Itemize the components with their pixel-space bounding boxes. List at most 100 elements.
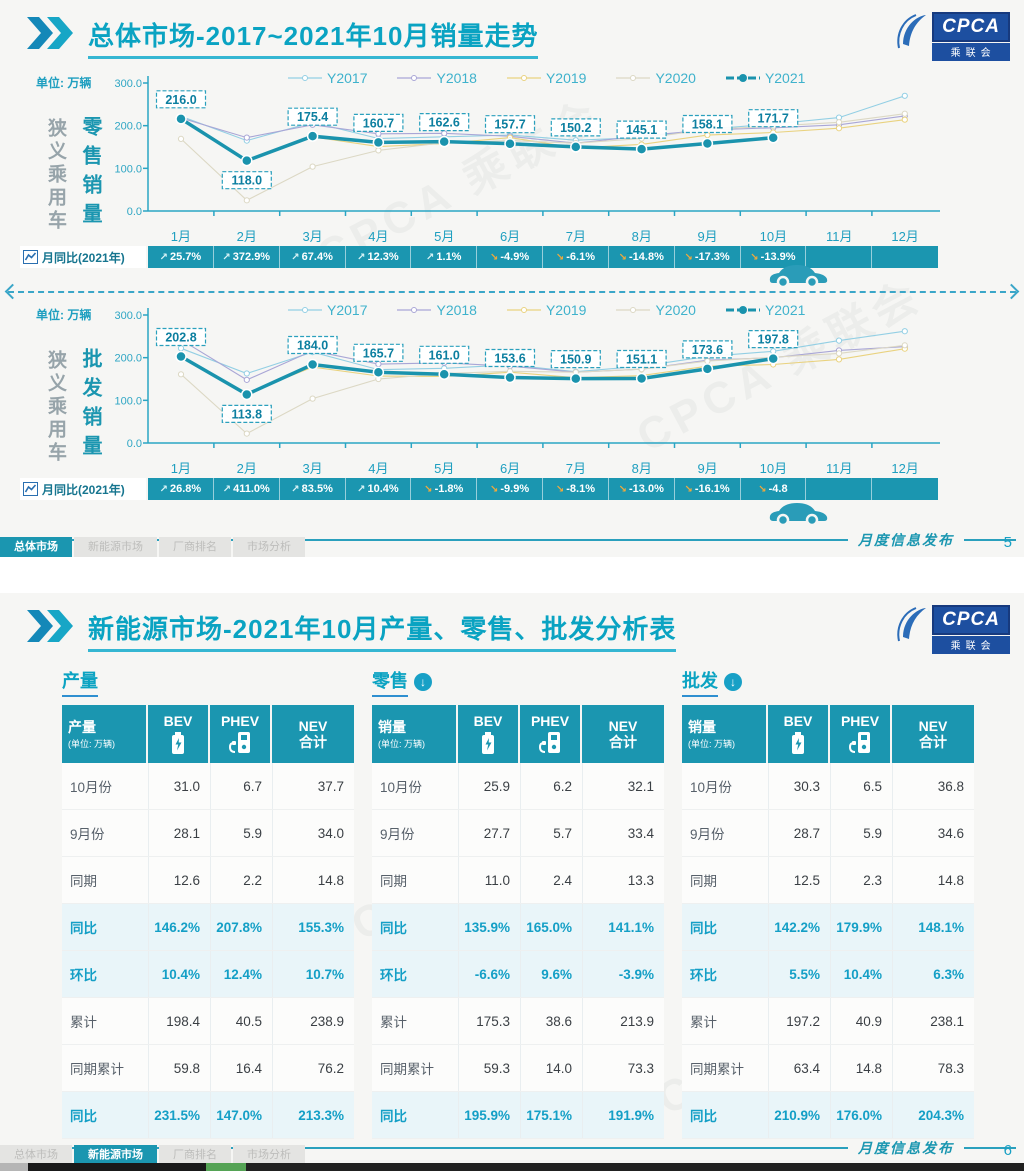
mom-cell: ↘ -13.0% xyxy=(609,478,675,500)
footer-tab-2[interactable]: 厂商排名 xyxy=(159,537,231,557)
table-row: 同期累计 59.8 16.4 76.2 xyxy=(62,1045,354,1092)
charger-icon xyxy=(538,732,560,753)
table-row: 9月份 28.7 5.9 34.6 xyxy=(682,810,974,857)
row-label: 同期累计 xyxy=(70,1062,124,1077)
legend-swatch-icon xyxy=(506,307,541,313)
cell-value: 34.0 xyxy=(272,810,354,856)
table-row: 同比 142.2% 179.9% 148.1% xyxy=(682,904,974,951)
mom-value: 25.7% xyxy=(170,251,202,263)
production-table-group: 产量 产量 (单位: 万辆) BEV PHEV NEV 合计 10月份 31.0 6.7 37… xyxy=(62,667,354,1139)
cell-value: 198.4 xyxy=(148,998,210,1044)
footer-tab-1[interactable]: 新能源市场 xyxy=(74,537,157,557)
table-header-row: 销量 (单位: 万辆) BEV PHEV NEV 合计 xyxy=(682,705,974,763)
svg-text:165.7: 165.7 xyxy=(363,346,394,360)
table-row: 9月份 27.7 5.7 33.4 xyxy=(372,810,664,857)
vehicle-type-label: 狭义乘用车 xyxy=(45,118,66,233)
table-row: 同比 210.9% 176.0% 204.3% xyxy=(682,1092,974,1139)
row-label: 同期 xyxy=(70,874,97,889)
mom-value: 10.4% xyxy=(367,483,399,495)
row-label: 环比 xyxy=(70,968,97,983)
production-table: 产量 (单位: 万辆) BEV PHEV NEV 合计 10月份 31.0 6.7 37.7 9… xyxy=(62,705,354,1139)
row-label: 10月份 xyxy=(70,780,113,795)
logo-brand: CPCA xyxy=(932,12,1010,42)
down-trend-icon: ↘ xyxy=(684,251,693,263)
footer-tab-1[interactable]: 新能源市场 xyxy=(74,1145,157,1165)
month-label: 2月 xyxy=(236,461,257,476)
footer-tab-0[interactable]: 总体市场 xyxy=(0,1145,72,1165)
row-label: 同期 xyxy=(690,874,717,889)
cell-value: 9.6% xyxy=(520,951,582,997)
footer-tab-0[interactable]: 总体市场 xyxy=(0,537,72,557)
row-label: 9月份 xyxy=(380,827,415,842)
header-cell-nev: NEV 合计 xyxy=(582,705,664,763)
month-label: 12月 xyxy=(891,461,919,476)
slide-nev-market: CPCA 乘联会 CPCA 乘联会 新能源市场-2021年10月产量、零售、批发… xyxy=(0,593,1024,1165)
month-label: 5月 xyxy=(434,461,455,476)
month-label: 2月 xyxy=(236,229,257,244)
table-row: 同期累计 63.4 14.8 78.3 xyxy=(682,1045,974,1092)
month-axis: 1月 2月 3月 4月 5月 6月 7月 8月 9月 10月 11月 12月 xyxy=(148,458,938,477)
mom-value: -14.8% xyxy=(629,251,664,263)
legend-swatch-icon xyxy=(725,306,760,314)
mom-cell: ↗ 411.0% xyxy=(214,478,280,500)
svg-text:300.0: 300.0 xyxy=(114,78,142,90)
svg-text:157.7: 157.7 xyxy=(494,118,525,132)
month-label: 3月 xyxy=(302,461,323,476)
mom-cell xyxy=(806,478,873,500)
cell-value: 16.4 xyxy=(210,1045,272,1091)
slide2-header: 新能源市场-2021年10月产量、零售、批发分析表 CPCA 乘联会 xyxy=(26,605,1010,661)
legend-item: Y2019 xyxy=(506,302,586,318)
down-trend-icon: ↘ xyxy=(490,483,499,495)
svg-text:200.0: 200.0 xyxy=(114,121,142,133)
cell-value: 147.0% xyxy=(210,1092,272,1138)
cell-value: 73.3 xyxy=(582,1045,664,1091)
svg-text:100.0: 100.0 xyxy=(114,163,142,175)
battery-icon xyxy=(482,732,494,754)
legend-item: Y2018 xyxy=(397,70,477,86)
row-label: 同比 xyxy=(690,1109,717,1124)
footer-tab-3[interactable]: 市场分析 xyxy=(233,1145,305,1165)
month-label: 9月 xyxy=(697,461,718,476)
cell-value: 5.9 xyxy=(210,810,272,856)
table-row: 累计 175.3 38.6 213.9 xyxy=(372,998,664,1045)
header-cell: 销量 (单位: 万辆) xyxy=(682,705,768,763)
cell-value: 32.1 xyxy=(582,763,664,809)
mom-cell: ↘ -4.8 xyxy=(741,478,807,500)
legend-swatch-icon xyxy=(288,307,322,313)
footer-tab-3[interactable]: 市场分析 xyxy=(233,537,305,557)
legend-label: Y2020 xyxy=(655,302,696,318)
svg-text:300.0: 300.0 xyxy=(114,310,142,322)
cell-value: 6.7 xyxy=(210,763,272,809)
page-number: 5 xyxy=(1003,534,1012,551)
cell-value: 10.4% xyxy=(148,951,210,997)
table-row: 累计 198.4 40.5 238.9 xyxy=(62,998,354,1045)
legend-swatch-icon xyxy=(397,307,432,313)
unit-label: 单位: 万辆 xyxy=(36,308,92,322)
legend-swatch-icon xyxy=(288,75,322,81)
cell-value: 204.3% xyxy=(892,1092,974,1138)
cell-value: 195.9% xyxy=(458,1092,520,1138)
bottom-progress-bar[interactable] xyxy=(0,1163,1024,1171)
down-arrow-icon: ↓ xyxy=(724,673,742,691)
legend-item: Y2019 xyxy=(506,70,586,86)
down-trend-icon: ↘ xyxy=(618,483,627,495)
cell-value: 165.0% xyxy=(520,904,582,950)
table-row: 同期累计 59.3 14.0 73.3 xyxy=(372,1045,664,1092)
row-label: 同期累计 xyxy=(380,1062,434,1077)
battery-icon xyxy=(792,732,804,754)
page-number: 6 xyxy=(1003,1142,1012,1159)
down-trend-icon: ↘ xyxy=(490,251,499,263)
table-heading-text: 产量 xyxy=(62,667,98,697)
cell-value: 40.9 xyxy=(830,998,892,1044)
footer-tab-2[interactable]: 厂商排名 xyxy=(159,1145,231,1165)
mom-value: -13.9% xyxy=(760,251,796,263)
legend-label: Y2017 xyxy=(327,70,368,86)
mom-cell: ↘ -14.8% xyxy=(609,246,675,268)
arrow-left-icon xyxy=(4,283,21,300)
up-trend-icon: ↗ xyxy=(159,251,168,263)
legend-item: Y2020 xyxy=(616,302,696,318)
cell-value: 135.9% xyxy=(458,904,520,950)
month-label: 4月 xyxy=(368,229,389,244)
row-label: 同比 xyxy=(70,1109,97,1124)
mom-label: 月同比(2021年) xyxy=(20,478,146,500)
